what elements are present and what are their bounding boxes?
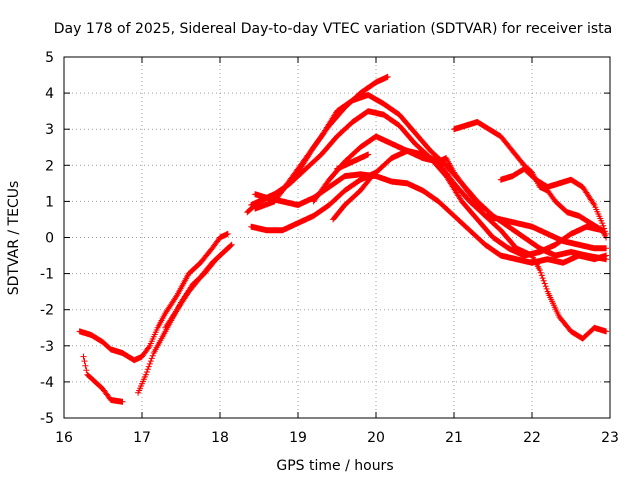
data-markers: [135, 245, 231, 396]
series-track-1: [76, 230, 231, 364]
y-tick-label: -2: [40, 303, 54, 319]
y-tick-label: -3: [40, 339, 54, 355]
grid-lines: [64, 57, 610, 418]
series-track-12: [334, 151, 372, 172]
data-markers: [330, 173, 376, 223]
y-tick-label: -1: [40, 267, 54, 283]
series-track-10: [310, 133, 610, 342]
chart-title: Day 178 of 2025, Sidereal Day-to-day VTE…: [54, 21, 612, 37]
y-tick-label: 2: [45, 158, 54, 174]
data-markers: [252, 91, 610, 263]
y-axis-label: SDTVAR / TECUs: [6, 181, 22, 296]
x-tick-label: 21: [445, 430, 463, 446]
x-tick-label: 17: [133, 430, 151, 446]
y-tick-label: 5: [45, 50, 54, 66]
y-tick-label: 1: [45, 194, 54, 210]
x-tick-label: 23: [601, 430, 619, 446]
series-track-7: [252, 91, 610, 263]
data-markers: [334, 151, 372, 172]
data-markers: [162, 241, 235, 331]
series-track-11: [330, 173, 376, 223]
x-tick-label: 16: [55, 430, 73, 446]
x-axis-label: GPS time / hours: [276, 458, 393, 474]
x-tick-label: 22: [523, 430, 541, 446]
y-tick-label: 3: [45, 122, 54, 138]
series-track-3: [135, 245, 231, 396]
x-tick-label: 18: [211, 430, 229, 446]
series-track-4: [162, 241, 235, 331]
data-markers: [80, 353, 126, 405]
series-track-13: [451, 119, 610, 241]
y-tick-label: 0: [45, 231, 54, 247]
series-track-2: [80, 353, 126, 405]
x-tick-label: 19: [289, 430, 307, 446]
y-tick-label: 4: [45, 86, 54, 102]
data-markers: [497, 165, 610, 237]
series-track-14: [497, 165, 610, 237]
y-tick-label: -4: [40, 375, 54, 391]
data-markers: [76, 230, 231, 364]
data-markers: [451, 119, 610, 241]
data-markers: [310, 133, 610, 342]
y-tick-label: -5: [40, 411, 54, 427]
data-points: [76, 73, 610, 405]
x-tick-label: 20: [367, 430, 385, 446]
